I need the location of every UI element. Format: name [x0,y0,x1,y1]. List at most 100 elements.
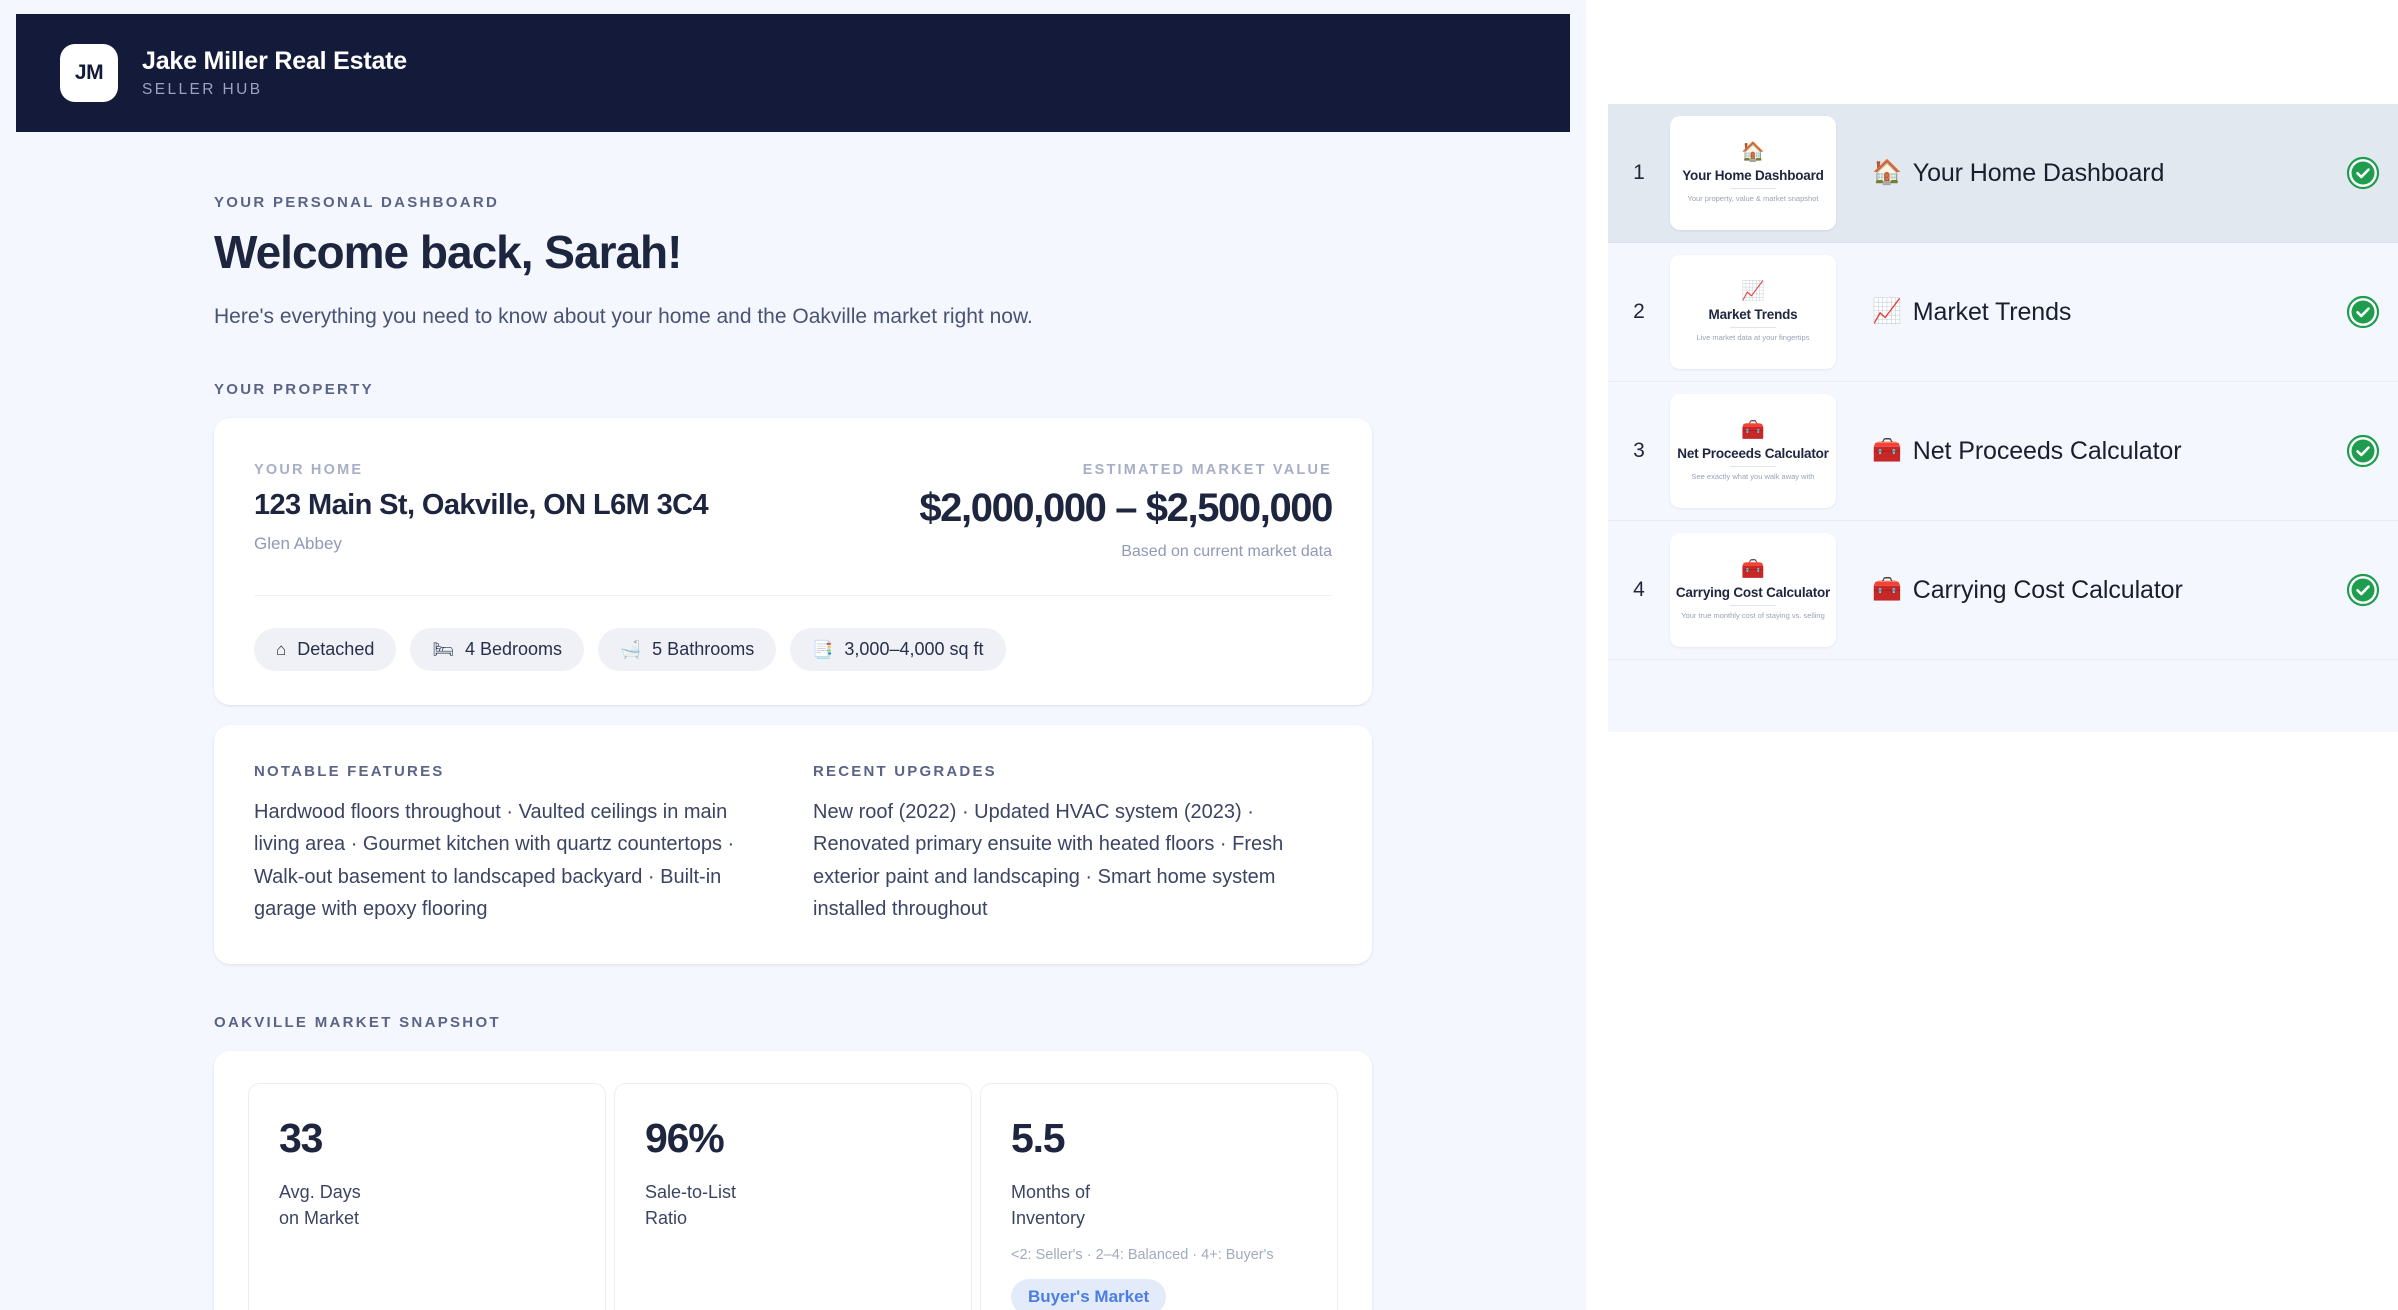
screens-list: 1 🏠 Your Home Dashboard Your property, v… [1608,0,2398,732]
chip-label: 5 Bathrooms [652,638,755,659]
home-icon: ⌂ [276,639,287,659]
chart-increasing-icon: 📈 [1741,281,1765,302]
notable-features-column: NOTABLE FEATURES Hardwood floors through… [254,763,813,926]
hero-lede: Here's everything you need to know about… [214,304,1033,328]
stat-value: 5.5 [1011,1114,1066,1161]
recent-upgrades-text: New roof (2022) · Updated HVAC system (2… [813,800,1284,921]
house-icon: 🏠 [1872,159,1902,186]
thumbnail-subtitle: See exactly what you walk away with [1691,472,1815,481]
chip-property-type: ⌂ Detached [254,627,397,671]
chip-label: 4 Bedrooms [464,638,562,659]
brand-header: JM Jake Miller Real Estate SELLER HUB [16,14,1570,132]
page-title: Welcome back, Sarah! [214,226,682,278]
bed-icon: 🛏 [432,639,454,659]
toolbox-icon: 🧰 [1741,420,1765,441]
stat-caption: Months of Inventory [1011,1181,1091,1228]
toolbox-icon: 🧰 [1872,437,1902,464]
market-snapshot-label: OAKVILLE MARKET SNAPSHOT [214,1013,501,1031]
stat-caption: Avg. Days on Market [279,1181,361,1228]
property-attribute-chips: ⌂ Detached 🛏 4 Bedrooms 🛁 5 Bathrooms [254,627,1332,671]
chip-bathrooms: 🛁 5 Bathrooms [598,627,777,671]
chip-label: 3,000–4,000 sq ft [844,638,984,659]
divider [1730,605,1776,606]
screens-list-pane: 1 🏠 Your Home Dashboard Your property, v… [1586,0,2398,1310]
row-thumbnail[interactable]: 🧰 Carrying Cost Calculator Your true mon… [1670,533,1836,647]
row-label-text: Market Trends [1912,297,2072,326]
property-summary-row: YOUR HOME 123 Main St, Oakville, ON L6M … [254,458,1333,596]
features-card: NOTABLE FEATURES Hardwood floors through… [214,724,1372,964]
row-thumbnail[interactable]: 📈 Market Trends Live market data at your… [1670,255,1836,369]
stat-avg-days-on-market: 33 Avg. Days on Market [248,1082,606,1310]
property-address: 123 Main St, Oakville, ON L6M 3C4 [254,488,709,521]
stat-months-of-inventory: 5.5 Months of Inventory <2: Seller's · 2… [980,1082,1338,1310]
stat-value: 96% [645,1114,725,1161]
divider [1730,327,1776,328]
property-address-block: YOUR HOME 123 Main St, Oakville, ON L6M … [254,458,709,554]
bank-icon: 🧰 [1741,559,1765,580]
status-check-icon [2328,156,2398,190]
area-icon: 📑 [812,639,834,659]
status-check-icon [2328,434,2398,468]
brand-text-block: Jake Miller Real Estate SELLER HUB [142,47,407,99]
row-label: 🧰 Net Proceeds Calculator [1836,437,2328,466]
stat-caption: Sale-to-List Ratio [645,1181,737,1228]
thumbnail-title: Carrying Cost Calculator [1675,585,1831,600]
chart-increasing-icon: 📈 [1872,298,1902,325]
row-label: 📈 Market Trends [1836,298,2328,327]
chip-bedrooms: 🛏 4 Bedrooms [410,627,584,671]
row-label: 🧰 Carrying Cost Calculator [1836,576,2328,605]
house-icon: 🏠 [1741,142,1765,163]
brand-subtitle: SELLER HUB [142,80,263,98]
dashboard-content: YOUR PERSONAL DASHBOARD Welcome back, Sa… [0,194,1586,1310]
property-neighbourhood: Glen Abbey [254,533,342,553]
list-bottom-spacer [1608,660,2398,732]
list-item[interactable]: 1 🏠 Your Home Dashboard Your property, v… [1608,104,2398,243]
row-label-text: Carrying Cost Calculator [1912,575,2183,604]
thumbnail-subtitle: Live market data at your fingertips [1696,333,1810,342]
estimated-market-value-label: ESTIMATED MARKET VALUE [1082,461,1332,478]
row-label: 🏠 Your Home Dashboard [1836,159,2328,188]
divider [1730,466,1776,467]
list-item[interactable]: 3 🧰 Net Proceeds Calculator See exactly … [1608,382,2398,521]
row-label-text: Net Proceeds Calculator [1912,436,2182,465]
stat-sale-to-list-ratio: 96% Sale-to-List Ratio [614,1082,972,1310]
recent-upgrades-label: RECENT UPGRADES [813,762,997,780]
chip-label: Detached [297,638,375,659]
property-value-block: ESTIMATED MARKET VALUE $2,000,000 – $2,5… [919,458,1333,561]
thumbnail-title: Your Home Dashboard [1682,168,1824,183]
row-thumbnail[interactable]: 🧰 Net Proceeds Calculator See exactly wh… [1670,394,1836,508]
list-item[interactable]: 2 📈 Market Trends Live market data at yo… [1608,243,2398,382]
thumbnail-title: Market Trends [1708,307,1798,322]
stat-value: 33 [279,1114,323,1161]
divider [1730,188,1776,189]
market-stat-grid: 33 Avg. Days on Market 96% Sale-to-List … [248,1082,1338,1310]
status-check-icon [2328,573,2398,607]
your-property-label: YOUR PROPERTY [214,380,374,398]
bath-icon: 🛁 [620,639,642,659]
list-top-spacer [1608,0,2398,104]
row-label-text: Your Home Dashboard [1912,158,2165,187]
market-snapshot-card: 33 Avg. Days on Market 96% Sale-to-List … [214,1050,1372,1310]
thumbnail-title: Net Proceeds Calculator [1677,446,1829,461]
property-card: YOUR HOME 123 Main St, Oakville, ON L6M … [214,417,1372,705]
recent-upgrades-column: RECENT UPGRADES New roof (2022) · Update… [813,763,1332,926]
row-index: 3 [1633,439,1645,462]
notable-features-label: NOTABLE FEATURES [254,762,445,780]
brand-logo: JM [60,44,118,102]
status-badge: Buyer's Market [1011,1278,1167,1310]
status-check-icon [2328,295,2398,329]
chip-square-footage: 📑 3,000–4,000 sq ft [790,627,1006,671]
brand-name: Jake Miller Real Estate [142,47,407,76]
dashboard-inner: YOUR PERSONAL DASHBOARD Welcome back, Sa… [16,194,1570,1310]
notable-features-text: Hardwood floors throughout · Vaulted cei… [254,800,735,921]
hero-eyebrow: YOUR PERSONAL DASHBOARD [214,194,500,211]
row-thumbnail[interactable]: 🏠 Your Home Dashboard Your property, val… [1670,116,1836,230]
row-index: 1 [1633,161,1645,184]
inventory-scale-legend: <2: Seller's · 2–4: Balanced · 4+: Buyer… [1011,1246,1274,1263]
estimated-market-value: $2,000,000 – $2,500,000 [919,485,1333,530]
list-item[interactable]: 4 🧰 Carrying Cost Calculator Your true m… [1608,521,2398,660]
value-note: Based on current market data [1121,542,1332,560]
your-home-label: YOUR HOME [254,461,364,478]
dashboard-preview-pane: JM Jake Miller Real Estate SELLER HUB YO… [0,0,1586,1310]
row-index: 2 [1633,300,1645,323]
